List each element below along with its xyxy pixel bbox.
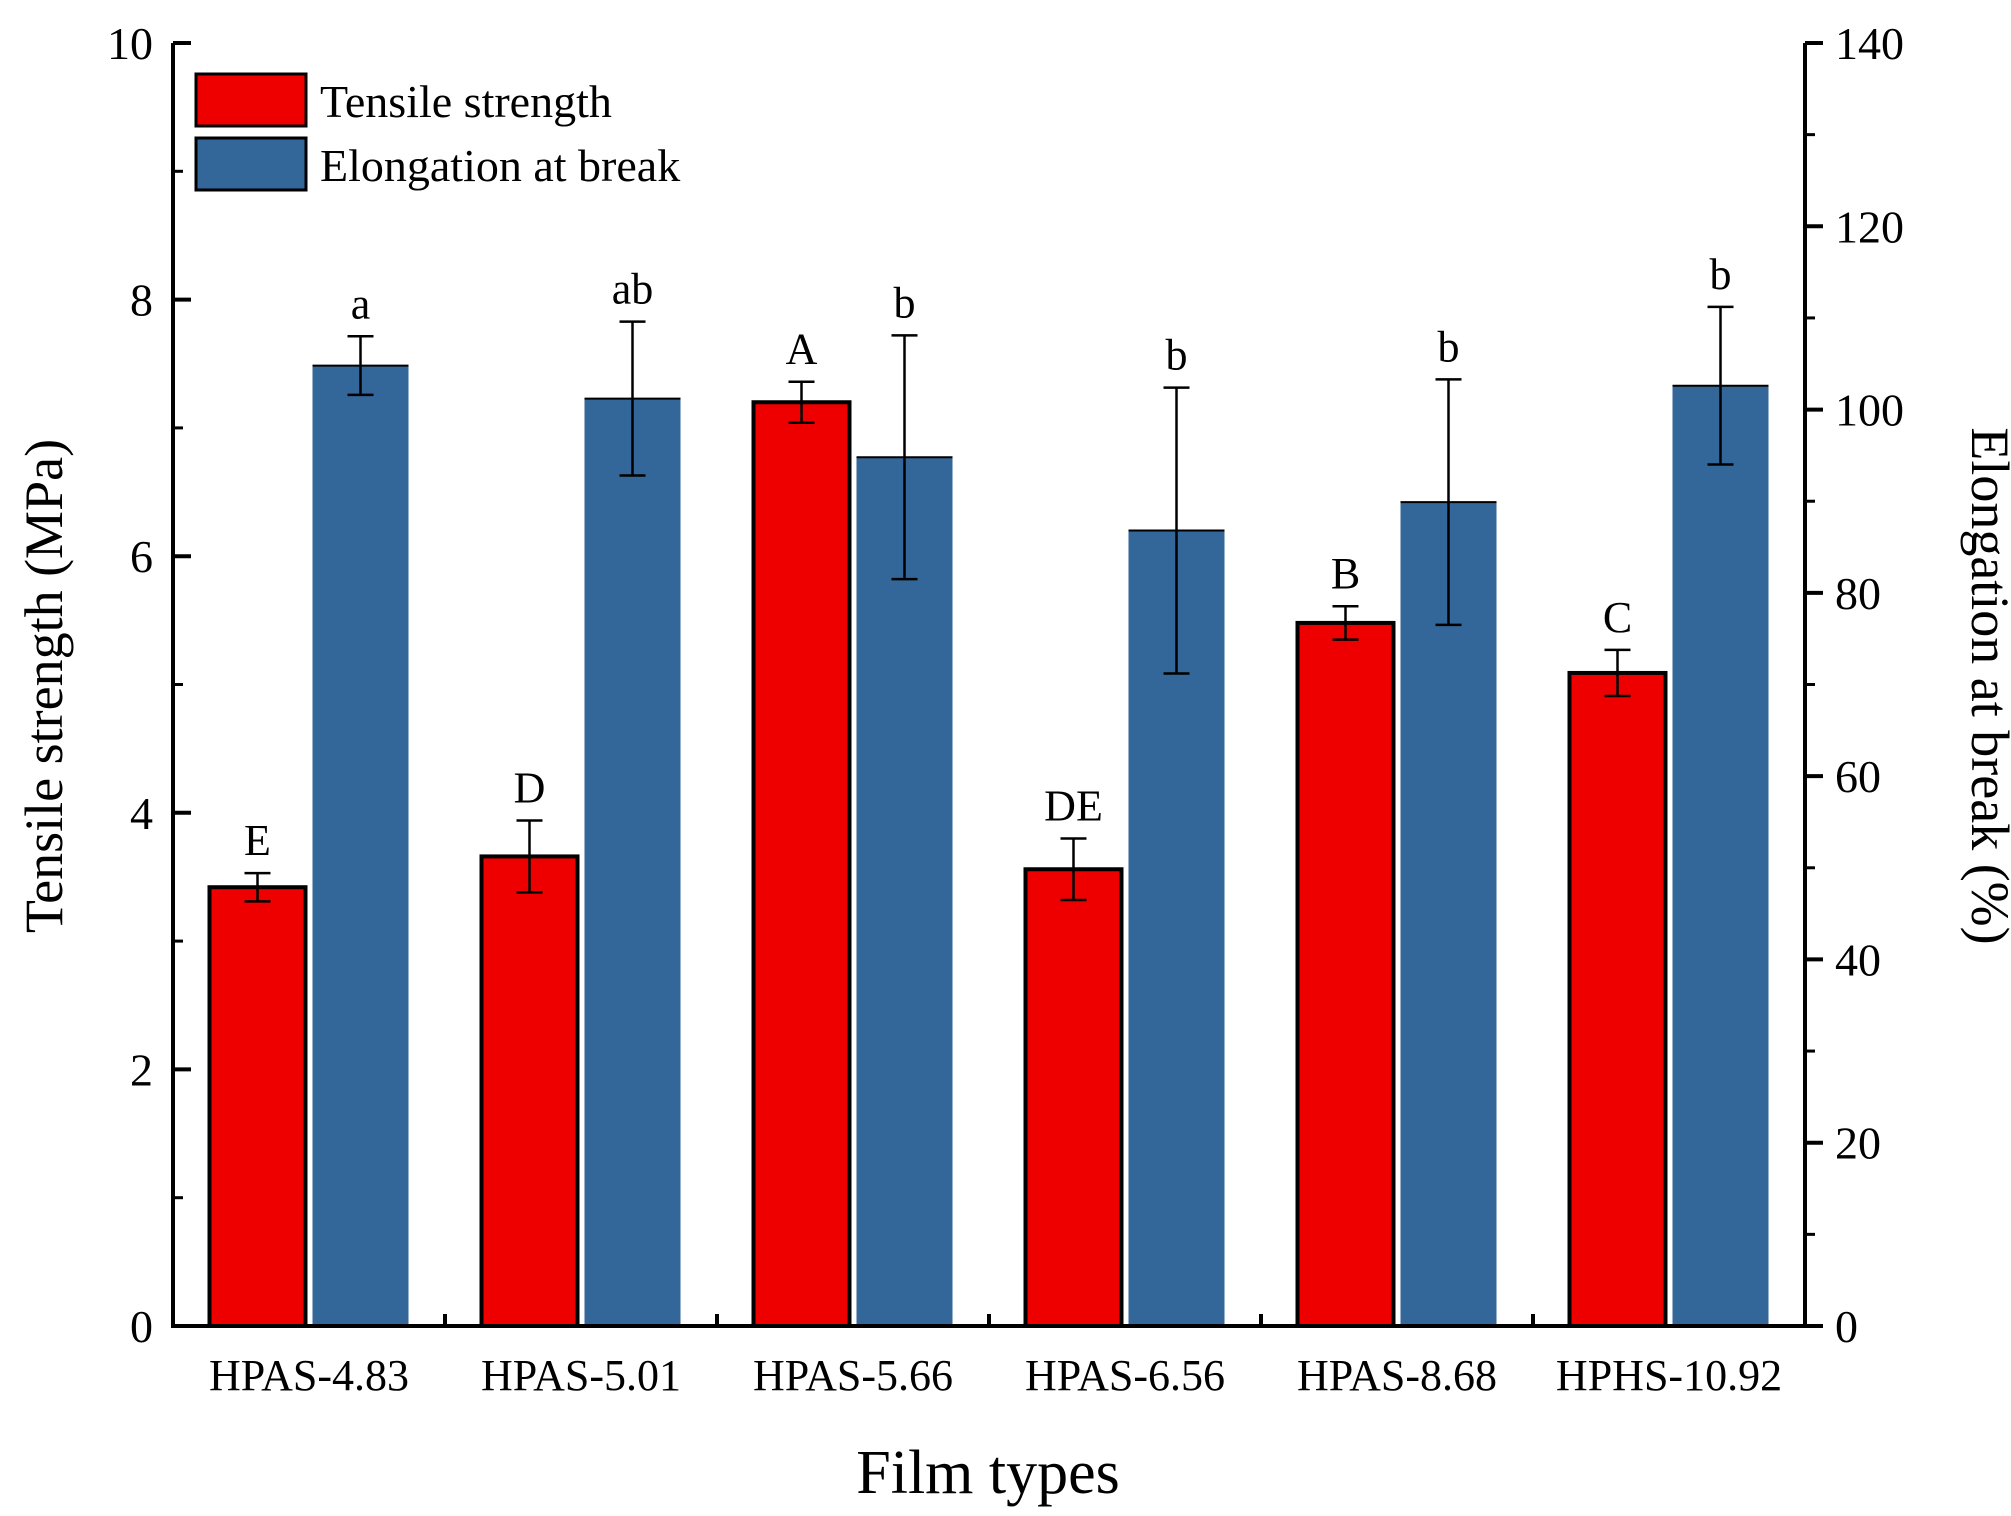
y-axis-title-right: Elongation at break (%): [1960, 427, 2011, 944]
significance-label-elongation-at-break-hpas-5-66: b: [894, 278, 916, 327]
right-tick-label: 40: [1835, 934, 1881, 985]
error-bar-tensile-strength-hpas-4-83: [244, 871, 271, 903]
significance-labels: E D A DE B Ca ab b b b b: [244, 250, 1731, 865]
error-bar-tensile-strength-hphs-10-92: [1604, 648, 1631, 698]
left-axis-ticks: 0 2 4 6 8 10: [107, 18, 191, 1352]
bar-elongation-at-break-hpas-8-68: [1400, 502, 1497, 1326]
error-bar-elongation-at-break-hpas-6-56: [1163, 386, 1190, 675]
significance-label-tensile-strength-hpas-6-56: DE: [1044, 781, 1103, 830]
x-axis-title: Film types: [856, 1439, 1120, 1507]
error-bar-elongation-at-break-hpas-5-66: [891, 334, 918, 581]
significance-label-elongation-at-break-hphs-10-92: b: [1710, 250, 1732, 299]
left-tick-label: 2: [130, 1044, 153, 1095]
error-bar-tensile-strength-hpas-5-01: [516, 819, 543, 894]
y-axis-title-left: Tensile strength (MPa): [14, 439, 74, 933]
left-tick-label: 8: [130, 275, 153, 326]
right-tick-label: 0: [1835, 1301, 1858, 1352]
left-tick-label: 4: [130, 788, 153, 839]
bar-tensile-strength-hpas-4-83: [207, 885, 308, 1328]
error-bar-elongation-at-break-hpas-8-68: [1435, 378, 1462, 627]
x-tick-label-hphs-10-92: HPHS-10.92: [1556, 1351, 1782, 1400]
bar-tensile-strength-hpas-6-56: [1023, 867, 1124, 1328]
left-tick-label: 10: [107, 18, 153, 69]
axes: [171, 43, 1807, 1328]
bar-tensile-strength-hpas-8-68: [1295, 620, 1396, 1328]
bar-elongation-at-break-hpas-4-83: [312, 365, 409, 1326]
legend-swatch-elongation-at-break: [194, 136, 308, 192]
significance-label-elongation-at-break-hpas-4-83: a: [351, 279, 371, 328]
error-bar-elongation-at-break-hphs-10-92: [1707, 305, 1734, 466]
significance-label-tensile-strength-hpas-8-68: B: [1331, 549, 1360, 598]
right-tick-label: 120: [1835, 201, 1904, 252]
significance-label-tensile-strength-hpas-5-66: A: [786, 325, 818, 374]
right-tick-label: 20: [1835, 1118, 1881, 1169]
significance-label-elongation-at-break-hpas-5-01: ab: [612, 265, 654, 314]
legend-swatch-tensile-strength: [194, 72, 308, 128]
plot-area: E D A DE B Ca ab b b b b 0 2 4 6 8 10 0 20 40 60 80 100 120 14…: [107, 18, 1904, 1400]
legend-label-tensile-strength: Tensile strength: [320, 76, 612, 127]
error-bar-tensile-strength-hpas-5-66: [788, 380, 815, 425]
right-tick-label: 80: [1835, 568, 1881, 619]
right-tick-label: 60: [1835, 751, 1881, 802]
bar-elongation-at-break-hpas-5-66: [856, 457, 953, 1326]
bar-tensile-strength-hpas-5-66: [751, 400, 852, 1328]
series-elongation-at-break: [312, 364, 1769, 1327]
right-tick-label: 140: [1835, 18, 1904, 69]
x-tick-label-hpas-6-56: HPAS-6.56: [1025, 1351, 1225, 1400]
significance-label-tensile-strength-hpas-4-83: E: [244, 816, 271, 865]
error-bars: [244, 305, 1734, 903]
left-tick-label: 6: [130, 531, 153, 582]
significance-label-elongation-at-break-hpas-6-56: b: [1166, 331, 1188, 380]
legend-label-elongation-at-break: Elongation at break: [320, 140, 680, 191]
right-axis-ticks: 0 20 40 60 80 100 120 140: [1805, 18, 1904, 1352]
bar-tensile-strength-hphs-10-92: [1567, 670, 1668, 1328]
significance-label-elongation-at-break-hpas-8-68: b: [1438, 322, 1460, 371]
bar-tensile-strength-hpas-5-01: [479, 854, 580, 1328]
x-tick-label-hpas-5-01: HPAS-5.01: [481, 1351, 681, 1400]
x-tick-label-hpas-5-66: HPAS-5.66: [753, 1351, 953, 1400]
bar-elongation-at-break-hphs-10-92: [1672, 385, 1769, 1327]
legend: Tensile strength Elongation at break: [194, 72, 680, 192]
right-tick-label: 100: [1835, 385, 1904, 436]
bar-elongation-at-break-hpas-5-01: [584, 398, 681, 1326]
left-tick-label: 0: [130, 1301, 153, 1352]
error-bar-elongation-at-break-hpas-5-01: [619, 320, 646, 477]
significance-label-tensile-strength-hphs-10-92: C: [1603, 593, 1632, 642]
error-bar-tensile-strength-hpas-6-56: [1060, 837, 1087, 902]
x-tick-label-hpas-8-68: HPAS-8.68: [1297, 1351, 1497, 1400]
x-axis-ticks: HPAS-4.83 HPAS-5.01 HPAS-5.66 HPAS-6.56 HPAS…: [171, 1314, 1807, 1400]
error-bar-elongation-at-break-hpas-4-83: [347, 335, 374, 397]
series-layer: [207, 364, 1769, 1328]
significance-label-tensile-strength-hpas-5-01: D: [514, 763, 546, 812]
error-bar-tensile-strength-hpas-8-68: [1332, 604, 1359, 641]
x-tick-label-hpas-4-83: HPAS-4.83: [209, 1351, 409, 1400]
